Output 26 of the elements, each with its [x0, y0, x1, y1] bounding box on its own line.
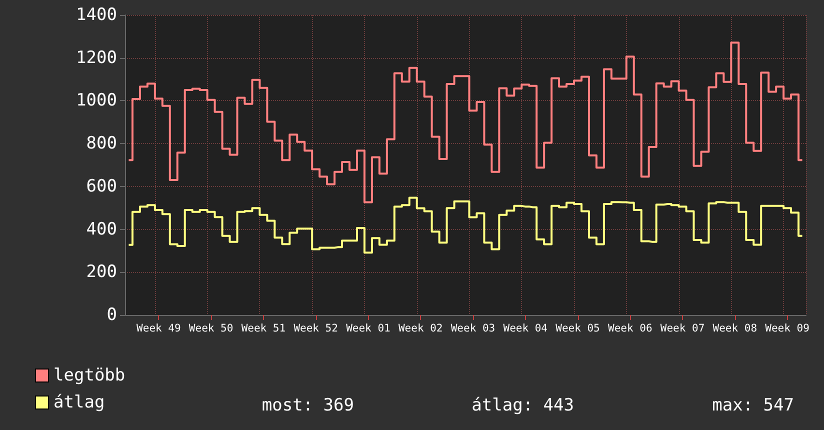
legend-label: átlag [54, 392, 105, 412]
y-tick-label: 600 [86, 176, 117, 196]
y-tick-label: 400 [86, 219, 117, 240]
x-tick-label: Week 04 [503, 322, 548, 334]
y-tick-label: 800 [86, 134, 117, 154]
x-tick-label: Week 06 [608, 322, 652, 334]
x-tick-label: Week 51 [241, 322, 286, 334]
x-tick-label: Week 49 [136, 322, 181, 334]
y-tick-label: 1000 [76, 90, 117, 111]
x-tick-label: Week 07 [660, 322, 705, 334]
text: átlag: 443 [472, 396, 574, 416]
legend-label: legtöbb [54, 366, 126, 386]
x-tick-label: Week 01 [346, 322, 390, 334]
x-tick-label: Week 09 [765, 322, 810, 334]
x-tick-label: Week 02 [398, 322, 443, 334]
y-tick-label: 0 [106, 305, 117, 325]
text: max: 547 [712, 396, 794, 416]
x-tick-label: Week 08 [712, 322, 758, 334]
y-tick-label: 200 [86, 262, 117, 282]
text: most: 369 [262, 396, 354, 416]
x-tick-label: Week 05 [556, 322, 600, 334]
y-tick-label: 1200 [76, 48, 117, 68]
y-tick-label: 1400 [76, 5, 117, 25]
x-tick-label: Week 50 [188, 322, 234, 334]
x-tick-label: Week 52 [294, 322, 338, 334]
x-tick-label: Week 03 [450, 322, 496, 334]
